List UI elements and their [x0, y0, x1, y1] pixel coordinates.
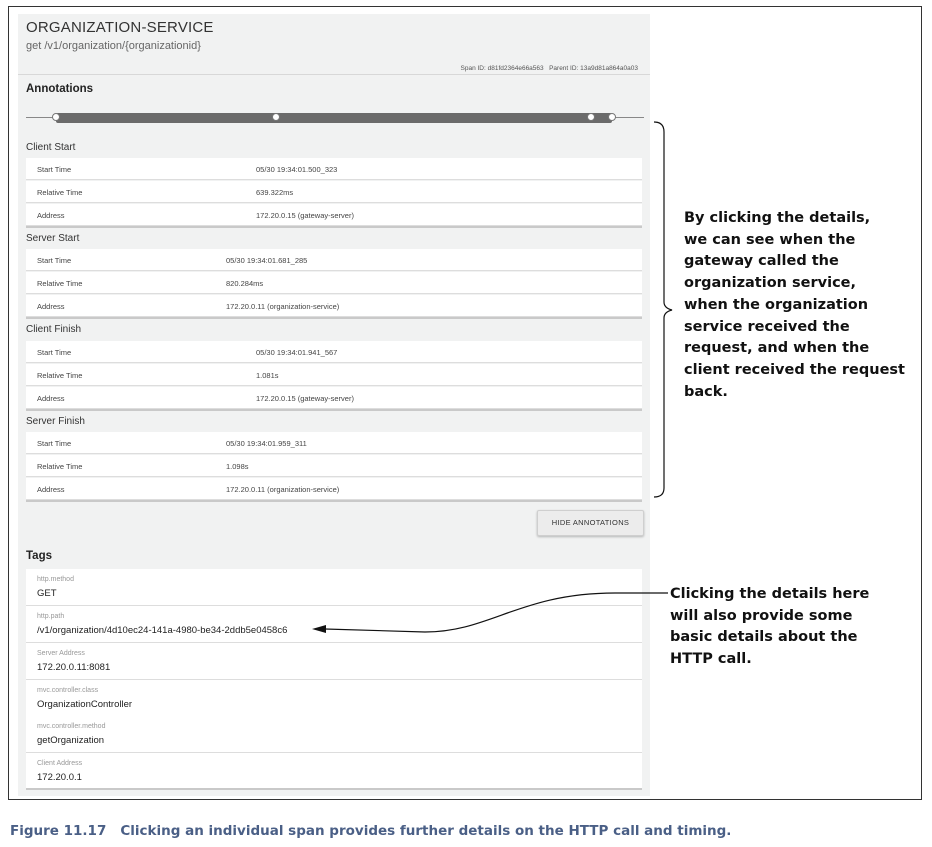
annotation-row: Relative Time 820.284ms [26, 272, 642, 294]
tag-key: mvc.controller.method [37, 723, 106, 730]
callout-line: HTTP call. [670, 651, 752, 668]
card-edge [26, 500, 642, 502]
tag-item: http.path/v1/organization/4d10ec24-141a-… [26, 606, 642, 643]
annotation-value: 1.098s [226, 462, 249, 471]
annotation-marker-client-start[interactable] [52, 113, 60, 121]
callout-line: we can see when the [684, 231, 856, 248]
annotation-key: Address [37, 485, 65, 494]
span-ids: Span ID: d81fd2364e66a563 Parent ID: 13a… [461, 65, 638, 72]
annotation-key: Address [37, 394, 65, 403]
tag-value: /v1/organization/4d10ec24-141a-4980-be34… [37, 625, 288, 636]
card-edge [26, 788, 642, 790]
annotation-key: Address [37, 211, 65, 220]
hide-annotations-button[interactable]: HIDE ANNOTATIONS [537, 510, 644, 536]
annotation-key: Start Time [37, 165, 72, 174]
annotation-key: Relative Time [37, 279, 83, 288]
annotation-value: 05/30 19:34:01.500_323 [256, 165, 338, 174]
annotation-row: Relative Time 639.322ms [26, 181, 642, 203]
annotation-row: Address 172.20.0.11 (organization-service… [26, 478, 642, 500]
callout-line: organization service, [684, 275, 857, 292]
tag-key: http.path [37, 613, 65, 620]
annotation-row: Start Time 05/30 19:34:01.941_567 [26, 341, 642, 363]
annotation-marker-client-finish[interactable] [587, 113, 595, 121]
annotation-value: 172.20.0.11 (organization-service) [226, 302, 340, 311]
caption-text: Clicking an individual span provides fur… [120, 823, 732, 839]
annotations-heading: Annotations [26, 83, 94, 95]
tag-item: http.method GET [26, 569, 642, 606]
card-edge [26, 409, 642, 411]
annotation-value: 05/30 19:34:01.959_311 [226, 439, 307, 448]
annotation-row: Relative Time 1.081s [26, 364, 642, 386]
annotation-group-label: Server Finish [26, 416, 85, 427]
annotations-callout: By clicking the details, we can see when… [684, 208, 905, 403]
annotation-key: Relative Time [37, 188, 83, 197]
card-edge [26, 317, 642, 319]
annotation-row: Relative Time 1.098s [26, 455, 642, 477]
arrowhead-icon [312, 625, 326, 633]
annotation-group-label: Client Finish [26, 324, 82, 335]
annotation-key: Start Time [37, 256, 72, 265]
callout-line: client received the request [684, 361, 905, 378]
tags-callout-arrow [324, 592, 668, 633]
annotation-value: 1.081s [256, 371, 279, 380]
annotation-group-label: Server Start [26, 233, 80, 244]
annotation-key: Relative Time [37, 371, 83, 380]
callout-line: back. [684, 383, 728, 400]
tag-value: 172.20.0.1 [37, 772, 82, 783]
tag-value: 172.20.0.11:8081 [37, 662, 111, 673]
tags-callout: Clicking the details here will also prov… [670, 584, 869, 671]
callout-line: basic details about the [670, 629, 858, 646]
annotation-key: Start Time [37, 439, 72, 448]
figure-number: Figure 11.17 [10, 823, 107, 839]
tag-key: Server Address [37, 650, 85, 657]
tag-item: Server Address 172.20.0.11:8081 [26, 643, 642, 680]
annotation-key: Relative Time [37, 462, 83, 471]
annotation-value: 172.20.0.15 (gateway-server) [256, 394, 354, 403]
annotation-group-label: Client Start [26, 142, 76, 153]
tag-value: OrganizationController [37, 699, 133, 710]
tag-key: http.method [37, 576, 74, 583]
parent-id: Parent ID: 13a9d81a864a0a03 [549, 65, 638, 72]
timeline-bar [56, 113, 612, 123]
callout-line: By clicking the details, [684, 210, 871, 226]
tags-heading: Tags [26, 550, 52, 562]
tag-item: Client Address 172.20.0.1 [26, 753, 642, 790]
annotation-value: 05/30 19:34:01.941_567 [256, 348, 338, 357]
callout-line: Clicking the details here [670, 586, 870, 602]
span-path: get /v1/organization/{organizationid} [26, 40, 201, 52]
annotation-row: Address 172.20.0.15 (gateway-server) [26, 204, 642, 226]
tag-key: mvc.controller.class [37, 687, 99, 694]
annotation-value: 639.322ms [256, 188, 294, 197]
tag-value: getOrganization [37, 735, 105, 746]
tag-key: Client Address [37, 760, 83, 767]
annotation-row: Address 172.20.0.15 (gateway-server) [26, 387, 642, 409]
annotation-row: Address 172.20.0.11 (organization-service… [26, 295, 642, 317]
callout-line: service received the [684, 318, 850, 335]
figure-caption: Figure 11.17 Clicking an individual span … [10, 823, 731, 839]
annotation-row: Start Time 05/30 19:34:01.681_285 [26, 249, 642, 271]
annotation-key: Address [37, 302, 65, 311]
annotation-marker-server-finish[interactable] [608, 113, 616, 121]
annotation-key: Start Time [37, 348, 72, 357]
tag-item: mvc.controller.method getOrganization [26, 716, 642, 753]
span-id: Span ID: d81fd2364e66a563 [460, 65, 544, 72]
callout-line: when the organization [684, 296, 869, 313]
annotations-brace [653, 121, 673, 498]
tag-value: GET [37, 588, 57, 599]
annotation-marker-server-start[interactable] [272, 113, 280, 121]
callout-line: request, and when the [684, 340, 870, 357]
service-name: ORGANIZATION-SERVICE [26, 19, 214, 36]
annotation-value: 820.284ms [226, 279, 264, 288]
callout-line: will also provide some [670, 607, 853, 624]
annotation-value: 172.20.0.11 (organization-service) [226, 485, 340, 494]
callout-line: gateway called the [684, 253, 839, 270]
annotation-value: 172.20.0.15 (gateway-server) [256, 211, 354, 220]
annotation-row: Start Time 05/30 19:34:01.500_323 [26, 158, 642, 180]
card-edge [26, 226, 642, 228]
divider [18, 74, 650, 75]
annotation-row: Start Time 05/30 19:34:01.959_311 [26, 432, 642, 454]
annotation-value: 05/30 19:34:01.681_285 [226, 256, 308, 265]
